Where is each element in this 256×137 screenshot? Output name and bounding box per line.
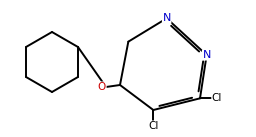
Text: N: N: [163, 13, 171, 23]
Text: O: O: [98, 82, 106, 92]
Text: N: N: [202, 50, 211, 60]
Text: Cl: Cl: [212, 93, 222, 103]
Text: Cl: Cl: [148, 121, 158, 131]
